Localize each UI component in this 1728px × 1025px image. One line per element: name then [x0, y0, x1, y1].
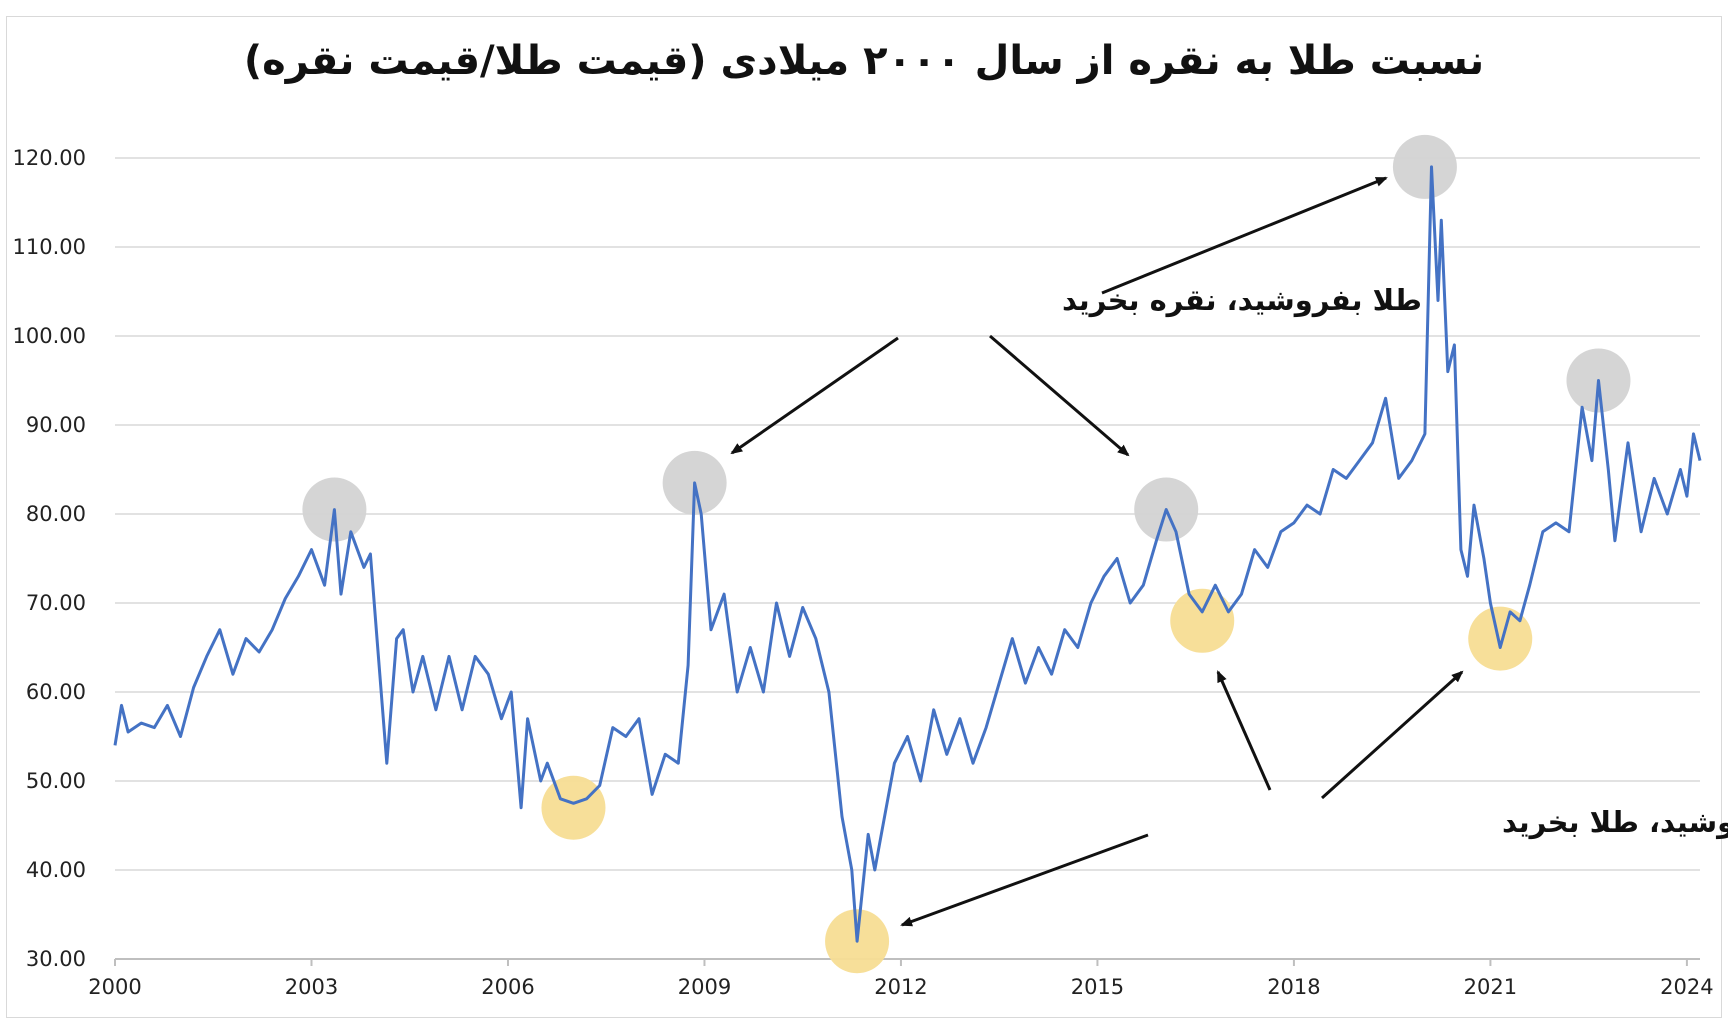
y-tick-label: 120.00	[13, 146, 86, 170]
highlight-circles	[302, 134, 1631, 974]
x-tick-label: 2015	[1071, 975, 1124, 999]
highlight-low-circle	[1468, 606, 1533, 671]
y-tick-label: 90.00	[26, 413, 86, 437]
arrow-to-2016-high	[989, 334, 1130, 457]
y-tick-label: 110.00	[13, 235, 86, 259]
chart-title: نسبت طلا به نقره از سال ۲۰۰۰ میلادی (قیم…	[243, 38, 1485, 84]
y-tick-label: 70.00	[26, 591, 86, 615]
series-line-gold-silver-ratio	[113, 165, 1702, 943]
arrow-to-2021-low	[1320, 670, 1464, 800]
y-tick-label: 60.00	[26, 680, 86, 704]
x-axis-tick-labels: 2000 2003 2006 2009 2012 2015 2018 2021 2024	[88, 959, 1714, 999]
annotation-sell-silver-buy-gold: نقره بفروشید، طلا بخرید	[1502, 805, 1728, 839]
y-tick-label: 40.00	[26, 858, 86, 882]
x-tick-label: 2003	[285, 975, 338, 999]
highlight-high-circle	[1392, 134, 1457, 199]
y-tick-label: 100.00	[13, 324, 86, 348]
x-tick-label: 2012	[874, 975, 927, 999]
highlight-low-circle	[1170, 588, 1235, 653]
annotation-arrows	[730, 176, 1464, 927]
x-tick-label: 2000	[88, 975, 141, 999]
x-tick-label: 2009	[678, 975, 731, 999]
y-axis-tick-labels: 30.00 40.00 50.00 60.00 70.00 80.00 90.00 100.0…	[13, 146, 86, 971]
highlight-low-circle	[541, 775, 606, 840]
x-tick-label: 2018	[1267, 975, 1320, 999]
y-tick-label: 50.00	[26, 769, 86, 793]
annotation-sell-gold-buy-silver: طلا بفروشید، نقره بخرید	[1062, 283, 1422, 317]
arrow-to-2011-low	[900, 833, 1149, 927]
y-tick-label: 30.00	[26, 947, 86, 971]
arrow-to-2016-low	[1216, 670, 1272, 791]
x-tick-label: 2024	[1660, 975, 1713, 999]
x-tick-label: 2021	[1464, 975, 1517, 999]
arrow-to-2009-high	[730, 336, 899, 455]
arrow-to-2020-high	[1101, 176, 1388, 295]
y-tick-label: 80.00	[26, 502, 86, 526]
x-tick-label: 2006	[481, 975, 534, 999]
